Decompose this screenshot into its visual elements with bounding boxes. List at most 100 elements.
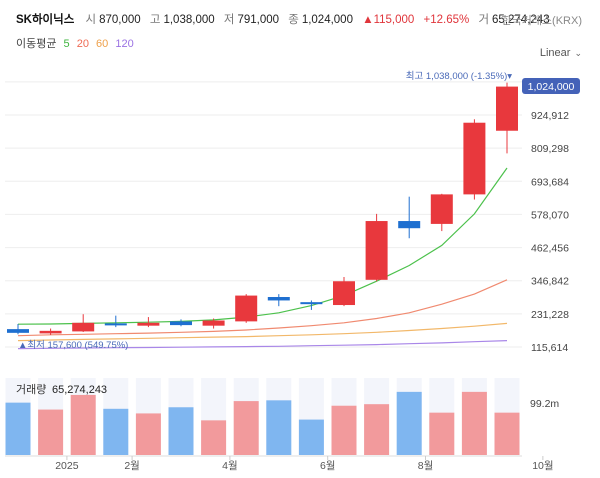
candle[interactable] [7, 323, 29, 335]
volume-bar[interactable] [5, 402, 31, 455]
ma5-period: 5 [63, 38, 70, 50]
candle-body [463, 122, 486, 195]
moving-average-lines [17, 167, 508, 350]
change-value: ▲115,000 [362, 14, 415, 26]
y-tick-label: 346,842 [531, 276, 569, 288]
ma60-period: 60 [96, 38, 109, 50]
volume-bar[interactable] [168, 407, 194, 455]
min-price-marker: ▲최저 157,600 (549.75%) [18, 340, 128, 351]
volume-bar[interactable] [298, 419, 324, 455]
candle[interactable] [267, 294, 290, 307]
candle[interactable] [496, 82, 518, 154]
chevron-down-icon: ⌄ [574, 48, 582, 58]
volume-total: 65,274,243 [52, 384, 107, 396]
scale-label: Linear [539, 47, 571, 59]
x-tick-label: 2월 [124, 460, 140, 472]
volume-label: 거 [478, 14, 490, 26]
price-summary: SK하이닉스 시 870,000 고 1,038,000 저 791,000 종 1,0… [16, 11, 556, 27]
volume-panel [5, 378, 520, 455]
candle-body [398, 221, 421, 229]
scale-dropdown[interactable]: Linear ⌄ [540, 47, 582, 59]
candle[interactable] [463, 119, 486, 200]
candle[interactable] [39, 328, 62, 335]
chart-header: SK하이닉스 시 870,000 고 1,038,000 저 791,000 종 1,0… [0, 0, 600, 36]
x-tick-label: 4월 [222, 460, 238, 472]
volume-bar[interactable] [38, 409, 64, 455]
ma5-line [17, 167, 508, 325]
candle-body [7, 329, 29, 333]
candle[interactable] [72, 314, 95, 332]
candle-body [72, 322, 95, 332]
candle[interactable] [104, 315, 127, 328]
candle-body [300, 302, 323, 305]
exchange-name: 한국거래소(KRX) [501, 15, 582, 27]
x-tick-label: 8월 [418, 460, 434, 472]
open-value: 870,000 [99, 14, 141, 26]
high-label: 고 [149, 14, 161, 26]
y-tick-label: 115,614 [531, 342, 568, 354]
candle-body [365, 221, 388, 280]
ma20-period: 20 [76, 38, 89, 50]
open-label: 시 [85, 14, 97, 26]
candle[interactable] [430, 193, 453, 232]
moving-average-legend[interactable]: 이동평균 5 20 60 120 [16, 35, 138, 51]
y-tick-label: 693,684 [531, 176, 569, 188]
candle-body [39, 330, 62, 334]
candle[interactable] [170, 319, 192, 327]
candle[interactable] [137, 317, 160, 328]
volume-bar[interactable] [494, 412, 520, 455]
y-tick-label: 578,070 [531, 209, 569, 221]
volume-bar[interactable] [70, 394, 96, 455]
time-axis: 20252월4월6월8월10월2026 [5, 455, 554, 472]
volume-bar[interactable] [233, 401, 259, 455]
candle-body [496, 86, 518, 131]
volume-title-label: 거래량 [16, 383, 46, 396]
volume-bar[interactable] [461, 391, 487, 455]
volume-value: 65,274,243 [492, 14, 550, 26]
close-label: 종 [288, 14, 299, 26]
y-tick-label: 924,912 [531, 110, 569, 122]
candle-body [202, 320, 225, 326]
high-value: 1,038,000 [163, 14, 215, 26]
x-tick-label: 2025 [55, 460, 79, 472]
volume-bar[interactable] [266, 400, 292, 455]
volume-axis-max: 99.2m [530, 398, 559, 410]
close-value: 1,024,000 [301, 14, 353, 26]
price-grid [5, 81, 522, 348]
volume-bar[interactable] [429, 412, 455, 455]
volume-bar[interactable] [331, 405, 357, 455]
candle-body [170, 321, 192, 326]
candle-body [235, 295, 258, 322]
candle-body [267, 297, 290, 301]
ma60-line [17, 322, 508, 342]
candle[interactable] [235, 294, 258, 323]
candle-body [104, 323, 127, 326]
ma20-line [17, 279, 508, 337]
change-percent: +12.65% [423, 14, 470, 26]
x-tick-label: 10월 [532, 460, 553, 472]
low-value: 791,000 [237, 14, 280, 26]
volume-bar[interactable] [135, 413, 161, 455]
candle-body [333, 281, 355, 306]
ma120-period: 120 [115, 38, 134, 50]
y-tick-label: 462,456 [531, 243, 569, 255]
candle[interactable] [365, 213, 388, 282]
x-tick-label: 6월 [320, 460, 336, 472]
last-price-value: 1,024,000 [528, 81, 575, 93]
candle[interactable] [300, 300, 323, 310]
volume-bar[interactable] [201, 420, 227, 455]
stock-name: SK하이닉스 [16, 14, 75, 26]
volume-bar[interactable] [103, 408, 129, 455]
ma-label: 이동평균 [16, 38, 57, 50]
volume-bar[interactable] [364, 404, 390, 455]
low-label: 저 [223, 14, 235, 26]
last-price-tag: 1,024,000 [522, 78, 580, 94]
volume-bar[interactable] [396, 391, 422, 455]
candle[interactable] [333, 276, 355, 307]
candles [7, 82, 518, 335]
candle[interactable] [202, 318, 225, 329]
candle-body [137, 322, 160, 326]
candle-body [430, 194, 453, 224]
candle[interactable] [398, 196, 421, 239]
